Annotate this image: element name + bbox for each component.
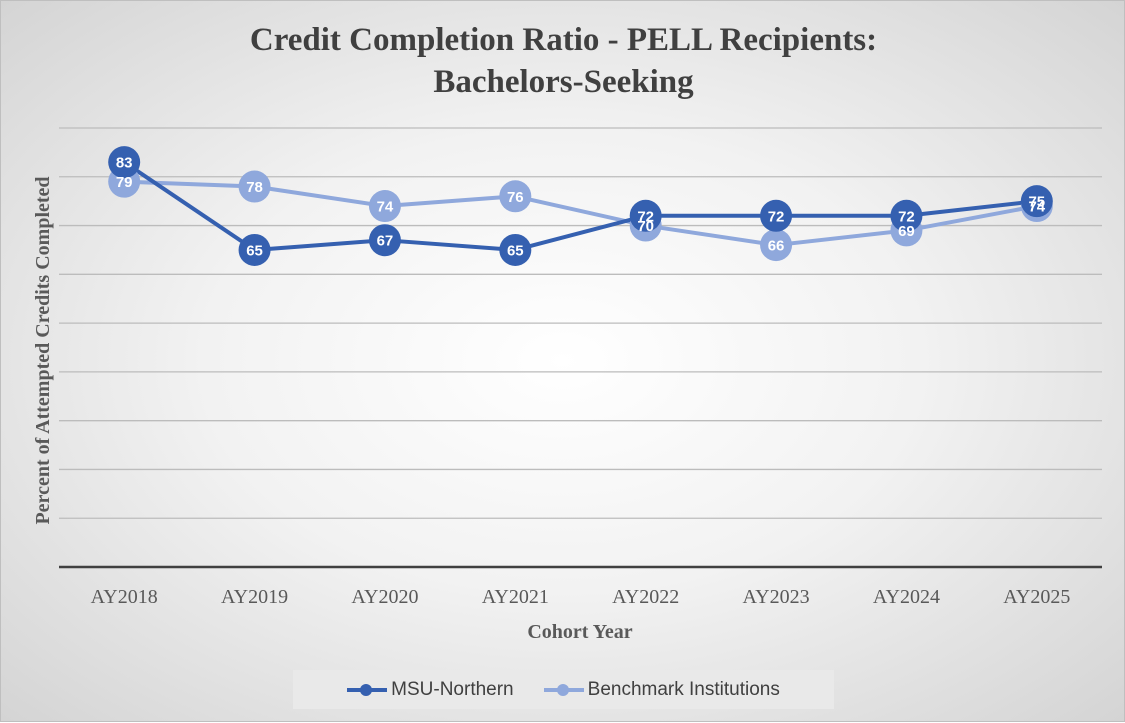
data-point-msu-northern: [499, 233, 532, 266]
chart-title-line-2: Bachelors-Seeking: [433, 64, 694, 100]
data-label-benchmark-institutions: 79: [116, 174, 133, 191]
data-point-msu-northern: [890, 199, 923, 232]
series-line-benchmark-institutions: [124, 179, 1038, 248]
data-label-benchmark-institutions: 70: [637, 218, 654, 235]
x-tick-label: AY2023: [743, 586, 810, 608]
legend-label-msu-northern: MSU-Northern: [391, 678, 514, 700]
data-label-msu-northern: 75: [1028, 194, 1045, 211]
series-line-msu-northern: [123, 160, 1038, 252]
data-label-msu-northern: 83: [116, 155, 133, 172]
data-label-benchmark-institutions: 76: [507, 189, 524, 206]
x-tick-label: AY2020: [351, 586, 418, 608]
data-point-msu-northern: [108, 146, 141, 179]
data-point-msu-northern: [238, 233, 271, 266]
data-point-msu-northern: [368, 224, 401, 257]
legend-item-msu-northern[interactable]: MSU-Northern: [347, 678, 514, 701]
y-axis-title: Percent of Attempted Credits Completed: [32, 176, 54, 524]
legend-item-benchmark[interactable]: Benchmark Institutions: [543, 678, 780, 701]
data-label-msu-northern: 72: [768, 208, 785, 225]
legend[interactable]: MSU-Northern Benchmark Institutions: [293, 670, 834, 709]
data-label-msu-northern: 65: [507, 242, 524, 259]
x-tick-label: AY2018: [91, 586, 158, 608]
data-label-benchmark-institutions: 78: [246, 179, 263, 196]
data-point-benchmark-institutions: [238, 170, 271, 203]
data-point-msu-northern: [1020, 185, 1053, 218]
data-label-benchmark-institutions: 74: [1028, 199, 1045, 216]
chart-title: Credit Completion Ratio - PELL Recipient…: [1, 19, 1125, 103]
data-label-msu-northern: 72: [898, 208, 915, 225]
data-point-msu-northern: [760, 199, 793, 232]
data-label-benchmark-institutions: 69: [898, 223, 915, 240]
data-label-benchmark-institutions: 66: [768, 238, 785, 255]
x-tick-label: AY2021: [482, 586, 549, 608]
x-tick-label: AY2022: [612, 586, 679, 608]
data-label-benchmark-institutions: 74: [377, 199, 394, 216]
x-tick-label: AY2019: [221, 586, 288, 608]
x-axis-title: Cohort Year: [527, 621, 632, 643]
data-point-benchmark-institutions: [760, 229, 793, 262]
data-label-msu-northern: 67: [377, 233, 394, 250]
legend-label-benchmark: Benchmark Institutions: [587, 678, 780, 700]
data-label-msu-northern: 65: [246, 242, 263, 259]
legend-swatch-benchmark: [543, 683, 584, 696]
x-tick-label: AY2024: [873, 586, 940, 608]
legend-swatch-msu-northern: [347, 683, 388, 696]
data-label-msu-northern: 72: [637, 208, 654, 225]
data-point-msu-northern: [629, 199, 662, 232]
chart-title-line-1: Credit Completion Ratio - PELL Recipient…: [249, 22, 878, 58]
data-point-benchmark-institutions: [499, 180, 532, 213]
data-point-benchmark-institutions: [368, 190, 401, 223]
x-tick-label: AY2025: [1003, 586, 1070, 608]
